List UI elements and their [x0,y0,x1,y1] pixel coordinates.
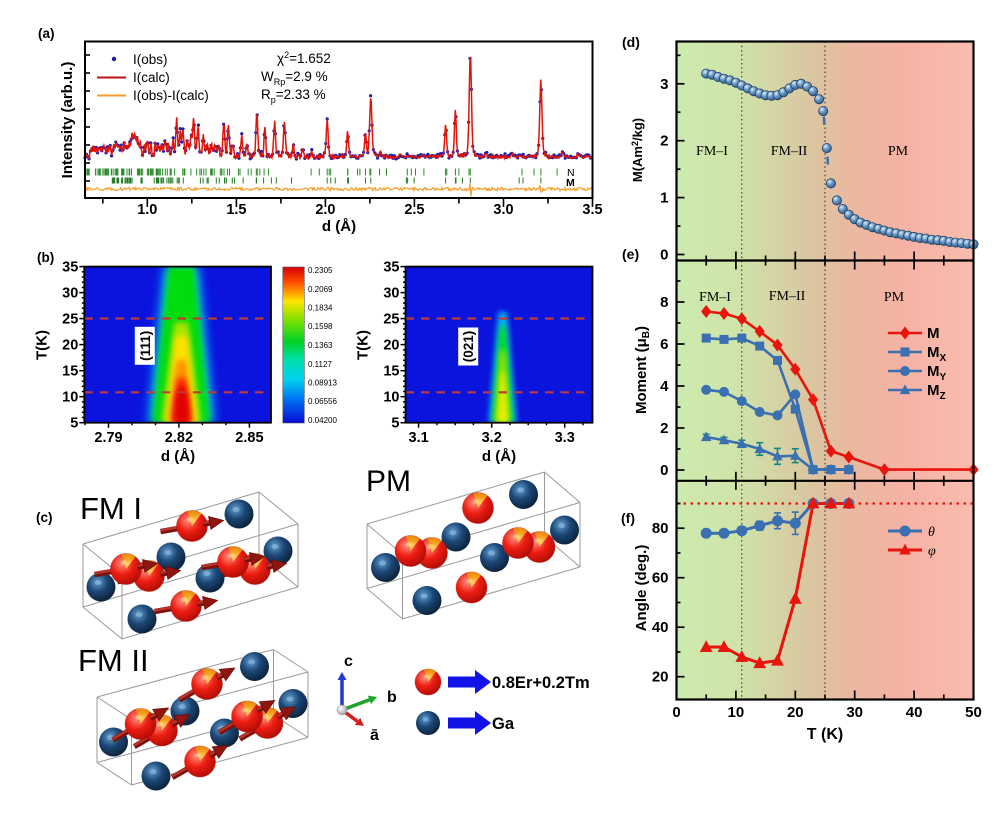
svg-text:35: 35 [383,260,399,276]
svg-text:3.1: 3.1 [409,430,429,446]
svg-text:FM I: FM I [80,491,142,526]
svg-text:c: c [344,653,353,670]
svg-text:25: 25 [383,312,399,328]
svg-text:20: 20 [383,338,399,354]
svg-text:0: 0 [660,462,668,479]
svg-text:PM: PM [366,465,411,498]
svg-text:10: 10 [383,390,399,406]
svg-text:0.04200: 0.04200 [308,416,337,425]
svg-text:8: 8 [660,294,668,311]
svg-text:1.5: 1.5 [226,202,246,218]
svg-text:30: 30 [62,286,78,302]
svg-text:2.79: 2.79 [94,430,122,446]
svg-text:T(K): T(K) [355,330,372,360]
svg-text:1: 1 [660,190,668,207]
svg-text:2: 2 [660,133,668,150]
svg-text:M: M [566,177,575,189]
svg-text:0: 0 [672,704,680,721]
svg-text:PM: PM [888,144,909,159]
svg-text:20: 20 [787,704,804,721]
svg-text:(f): (f) [621,510,635,526]
svg-text:T(K): T(K) [33,330,50,360]
svg-text:θ: θ [928,525,935,540]
svg-text:M: M [927,325,940,342]
svg-text:0.08913: 0.08913 [308,379,337,388]
svg-text:15: 15 [383,364,399,380]
svg-text:b: b [387,689,397,706]
svg-text:2.85: 2.85 [235,430,263,446]
svg-text:3.3: 3.3 [555,430,575,446]
svg-text:ā: ā [370,727,379,744]
svg-text:FM II: FM II [78,643,149,678]
svg-text:3.2: 3.2 [482,430,502,446]
svg-text:0.1834: 0.1834 [308,304,333,313]
svg-text:φ: φ [928,544,936,559]
svg-text:1.0: 1.0 [137,202,157,218]
svg-text:40: 40 [906,704,923,721]
svg-text:3.5: 3.5 [582,202,602,218]
svg-text:FM–I: FM–I [699,290,731,305]
svg-text:PM: PM [884,290,905,305]
svg-text:FM–I: FM–I [696,144,728,159]
svg-text:6: 6 [660,336,668,353]
svg-text:(a): (a) [38,26,55,41]
svg-text:Angle (deg.): Angle (deg.) [633,545,650,632]
svg-text:3.0: 3.0 [493,202,513,218]
svg-text:(021): (021) [461,331,476,363]
svg-text:0.8Er+0.2Tm: 0.8Er+0.2Tm [492,674,590,692]
svg-text:N: N [567,167,575,179]
svg-text:Rp=2.33 %: Rp=2.33 % [261,87,326,105]
svg-text:(c): (c) [36,510,53,525]
svg-text:0.2305: 0.2305 [308,266,333,275]
svg-text:0.1127: 0.1127 [308,360,332,369]
svg-text:(e): (e) [622,246,639,262]
svg-text:2.82: 2.82 [165,430,193,446]
svg-text:0: 0 [660,247,668,264]
svg-text:0.06556: 0.06556 [308,397,337,406]
svg-text:d (Å): d (Å) [322,218,356,235]
svg-text:d (Å): d (Å) [161,448,195,465]
svg-text:80: 80 [652,520,669,537]
svg-text:30: 30 [383,286,399,302]
svg-text:4: 4 [660,378,669,395]
svg-text:10: 10 [62,390,78,406]
svg-text:(b): (b) [37,250,54,265]
svg-text:2: 2 [660,420,668,437]
svg-text:5: 5 [70,416,78,432]
svg-text:Intensity (arb.u.): Intensity (arb.u.) [59,62,76,179]
svg-text:40: 40 [652,619,669,636]
svg-text:M(Am2/kg): M(Am2/kg) [630,118,645,182]
svg-text:60: 60 [652,570,669,587]
svg-text:I(calc): I(calc) [133,70,170,85]
svg-text:T (K): T (K) [807,726,843,743]
svg-text:15: 15 [62,364,78,380]
svg-text:5: 5 [391,416,399,432]
svg-text:Moment (μB): Moment (μB) [633,326,652,414]
svg-text:(d): (d) [622,34,640,50]
svg-text:2.5: 2.5 [404,202,424,218]
svg-text:0.2069: 0.2069 [308,285,333,294]
svg-text:d (Å): d (Å) [482,448,516,465]
svg-text:30: 30 [846,704,863,721]
svg-text:50: 50 [965,704,982,721]
svg-text:(111): (111) [138,331,153,361]
svg-text:20: 20 [62,338,78,354]
svg-text:FM–II: FM–II [771,144,808,159]
svg-text:35: 35 [62,260,78,276]
svg-text:25: 25 [62,312,78,328]
svg-text:10: 10 [728,704,745,721]
svg-text:Ga: Ga [492,715,515,733]
svg-text:20: 20 [652,669,669,686]
svg-text:0.1598: 0.1598 [308,322,333,331]
svg-text:FM–II: FM–II [769,289,806,304]
svg-text:0.1363: 0.1363 [308,341,333,350]
svg-text:I(obs): I(obs) [133,52,168,67]
svg-text:I(obs)-I(calc): I(obs)-I(calc) [133,88,209,103]
svg-text:3: 3 [660,76,668,93]
svg-text:χ2=1.652: χ2=1.652 [277,50,331,66]
svg-text:2.0: 2.0 [315,202,335,218]
